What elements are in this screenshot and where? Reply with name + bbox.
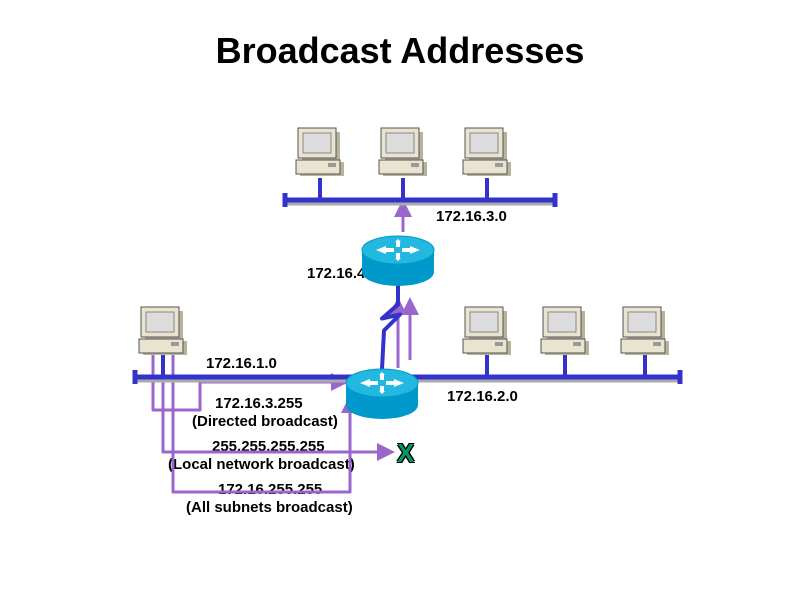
network-diagram [0, 0, 800, 600]
